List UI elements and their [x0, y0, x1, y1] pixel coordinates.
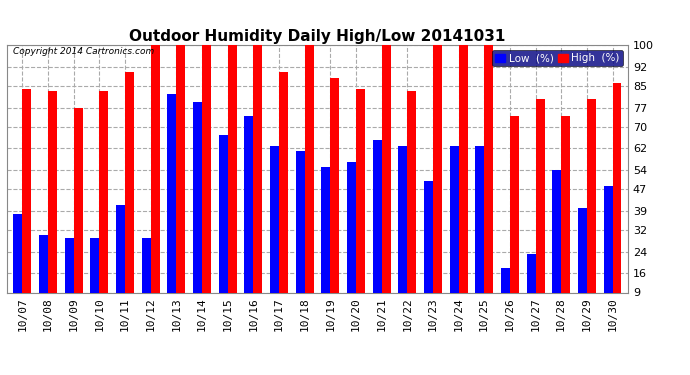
Bar — [484, 45, 493, 317]
Bar — [433, 45, 442, 317]
Bar — [279, 72, 288, 317]
Bar — [22, 88, 31, 317]
Bar — [398, 146, 407, 317]
Bar — [382, 45, 391, 317]
Bar — [604, 186, 613, 317]
Bar — [526, 254, 535, 317]
Bar — [613, 83, 622, 317]
Bar — [270, 146, 279, 317]
Bar — [74, 108, 83, 317]
Bar — [167, 94, 176, 317]
Bar — [176, 45, 185, 317]
Bar — [99, 91, 108, 317]
Bar — [459, 45, 468, 317]
Bar — [219, 135, 228, 317]
Bar — [116, 206, 125, 317]
Bar — [90, 238, 99, 317]
Bar — [65, 238, 74, 317]
Bar — [322, 167, 331, 317]
Bar — [373, 140, 382, 317]
Bar — [510, 116, 519, 317]
Bar — [424, 181, 433, 317]
Bar — [13, 214, 22, 317]
Bar — [253, 45, 262, 317]
Bar — [39, 236, 48, 317]
Bar — [535, 99, 544, 317]
Bar — [228, 45, 237, 317]
Bar — [501, 268, 510, 317]
Bar — [578, 208, 586, 317]
Bar — [586, 99, 596, 317]
Text: Copyright 2014 Cartronics.com: Copyright 2014 Cartronics.com — [13, 48, 155, 57]
Bar — [48, 91, 57, 317]
Bar — [202, 45, 211, 317]
Bar — [331, 78, 339, 317]
Bar — [304, 45, 313, 317]
Bar — [141, 238, 150, 317]
Bar — [244, 116, 253, 317]
Bar — [125, 72, 134, 317]
Bar — [193, 102, 202, 317]
Bar — [552, 170, 561, 317]
Bar — [561, 116, 570, 317]
Bar — [295, 151, 304, 317]
Bar — [347, 162, 356, 317]
Bar — [450, 146, 459, 317]
Bar — [356, 88, 365, 317]
Bar — [150, 45, 159, 317]
Title: Outdoor Humidity Daily High/Low 20141031: Outdoor Humidity Daily High/Low 20141031 — [129, 29, 506, 44]
Legend: Low  (%), High  (%): Low (%), High (%) — [492, 50, 622, 66]
Bar — [407, 91, 416, 317]
Bar — [475, 146, 484, 317]
